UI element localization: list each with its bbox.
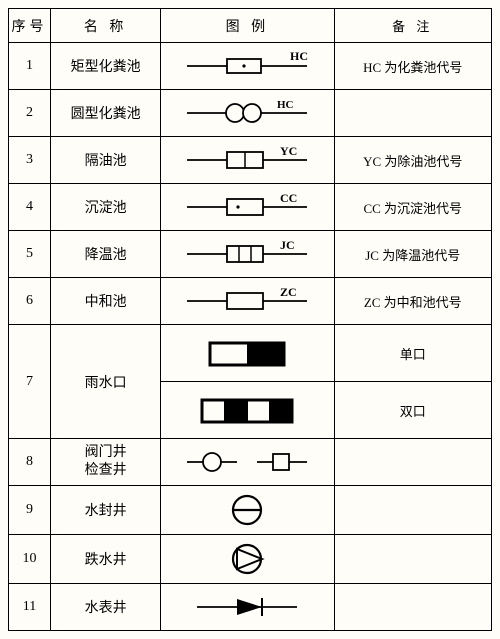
symbol-label: HC	[277, 99, 294, 111]
cell-name: 矩型化粪池	[51, 43, 161, 90]
symbol-label: HC	[290, 49, 308, 63]
cell-symbol	[161, 486, 334, 535]
cell-no: 9	[9, 486, 51, 535]
header-sym: 图 例	[161, 9, 334, 43]
table-row: 11 水表井	[9, 584, 492, 631]
cell-symbol: JC	[161, 231, 334, 278]
table-row: 3 隔油池 YC YC 为除油池代号	[9, 137, 492, 184]
table-body: 1 矩型化粪池 HC HC 为化粪池代号 2 圆型化粪池	[9, 43, 492, 631]
valve-manhole-icon	[172, 444, 322, 480]
rect-third-icon: JC	[172, 236, 322, 272]
cell-symbol: HC	[161, 43, 334, 90]
table-row: 7 雨水口 单口	[9, 325, 492, 382]
rain-double-icon	[172, 386, 322, 434]
rect-dot-hc-icon: HC	[172, 48, 322, 84]
cell-symbol: HC	[161, 90, 334, 137]
rect-plain-icon: ZC	[172, 283, 322, 319]
cell-symbol	[161, 382, 334, 439]
table-row: 4 沉淀池 CC CC 为沉淀池代号	[9, 184, 492, 231]
symbol-label: ZC	[280, 285, 297, 299]
table-row: 5 降温池 JC JC 为降温池代号	[9, 231, 492, 278]
cell-name: 雨水口	[51, 325, 161, 439]
header-name: 名 称	[51, 9, 161, 43]
cell-note	[334, 486, 492, 535]
header-row: 序号 名 称 图 例 备 注	[9, 9, 492, 43]
rain-single-icon	[172, 329, 322, 377]
table-row: 6 中和池 ZC ZC 为中和池代号	[9, 278, 492, 325]
cell-note: YC 为除油池代号	[334, 137, 492, 184]
cell-symbol: CC	[161, 184, 334, 231]
cell-note: JC 为降温池代号	[334, 231, 492, 278]
cell-symbol: YC	[161, 137, 334, 184]
cell-note: CC 为沉淀池代号	[334, 184, 492, 231]
cell-name: 圆型化粪池	[51, 90, 161, 137]
cell-no: 10	[9, 535, 51, 584]
cell-symbol: ZC	[161, 278, 334, 325]
table-row: 8 阀门井 检查井	[9, 439, 492, 486]
cell-note	[334, 439, 492, 486]
cell-name: 降温池	[51, 231, 161, 278]
circle-hline-icon	[172, 490, 322, 530]
cell-note: ZC 为中和池代号	[334, 278, 492, 325]
cell-note: 单口	[334, 325, 492, 382]
cell-no: 5	[9, 231, 51, 278]
cell-note	[334, 90, 492, 137]
cell-name: 隔油池	[51, 137, 161, 184]
table-row: 2 圆型化粪池 HC	[9, 90, 492, 137]
cell-no: 11	[9, 584, 51, 631]
symbol-label: JC	[280, 238, 295, 252]
rect-split-icon: YC	[172, 142, 322, 178]
cell-symbol	[161, 439, 334, 486]
cell-no: 6	[9, 278, 51, 325]
cell-no: 2	[9, 90, 51, 137]
cell-no: 1	[9, 43, 51, 90]
cell-name: 中和池	[51, 278, 161, 325]
cell-name: 沉淀池	[51, 184, 161, 231]
cell-symbol	[161, 584, 334, 631]
cell-no: 4	[9, 184, 51, 231]
table-row: 9 水封井	[9, 486, 492, 535]
legend-table: 序号 名 称 图 例 备 注 1 矩型化粪池 HC HC 为化粪池代号 2	[8, 8, 492, 631]
rect-dot-icon: CC	[172, 189, 322, 225]
cell-no: 3	[9, 137, 51, 184]
cell-symbol	[161, 535, 334, 584]
cell-note	[334, 535, 492, 584]
header-no: 序号	[9, 9, 51, 43]
symbol-label: YC	[280, 144, 297, 158]
header-note: 备 注	[334, 9, 492, 43]
cell-symbol	[161, 325, 334, 382]
cell-note: HC 为化粪池代号	[334, 43, 492, 90]
symbol-label: CC	[280, 191, 297, 205]
double-circle-icon: HC	[172, 95, 322, 131]
cell-name: 跌水井	[51, 535, 161, 584]
table-row: 10 跌水井	[9, 535, 492, 584]
cell-no: 7	[9, 325, 51, 439]
cell-no: 8	[9, 439, 51, 486]
cell-note: 双口	[334, 382, 492, 439]
circle-triangle-icon	[172, 539, 322, 579]
cell-name: 水封井	[51, 486, 161, 535]
table-row: 1 矩型化粪池 HC HC 为化粪池代号	[9, 43, 492, 90]
cell-note	[334, 584, 492, 631]
cell-name: 阀门井 检查井	[51, 439, 161, 486]
cell-name: 水表井	[51, 584, 161, 631]
